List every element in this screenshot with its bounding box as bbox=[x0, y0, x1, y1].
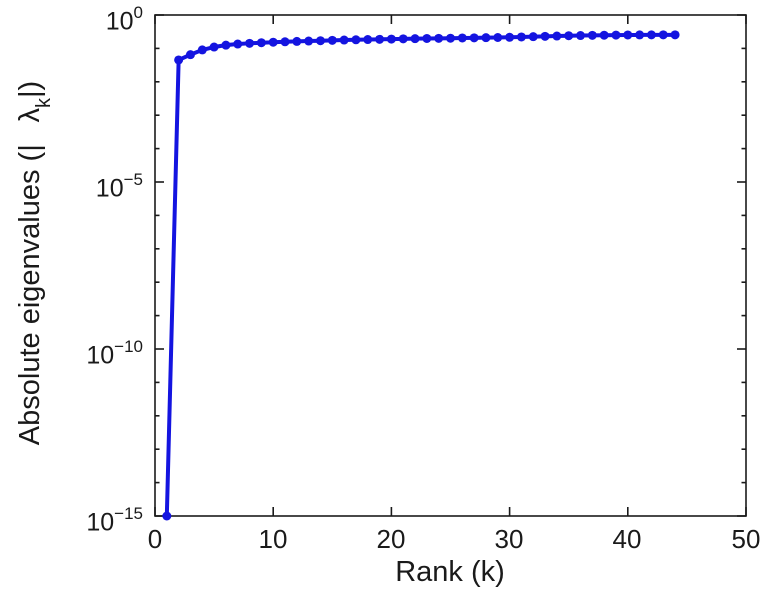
data-point bbox=[410, 34, 420, 44]
data-point bbox=[162, 511, 172, 521]
data-point bbox=[422, 33, 432, 43]
data-point bbox=[245, 38, 255, 48]
x-tick-label: 50 bbox=[731, 524, 761, 554]
data-point bbox=[386, 34, 396, 44]
data-point bbox=[658, 30, 668, 40]
data-point bbox=[363, 35, 373, 45]
plot-box bbox=[154, 14, 747, 517]
data-point bbox=[611, 30, 621, 40]
data-point bbox=[446, 33, 455, 43]
data-point bbox=[540, 31, 550, 41]
x-axis-title: Rank (k) bbox=[395, 556, 505, 588]
data-point bbox=[185, 50, 195, 60]
data-point bbox=[528, 32, 538, 42]
data-point bbox=[646, 30, 656, 40]
data-point bbox=[339, 35, 349, 45]
lambda-symbol: λ bbox=[14, 108, 46, 123]
data-point bbox=[375, 34, 385, 44]
x-tick-label: 10 bbox=[258, 524, 288, 554]
lambda-subscript: k bbox=[32, 98, 55, 108]
y-tick-exponent: −5 bbox=[123, 170, 143, 189]
data-point bbox=[304, 36, 314, 46]
data-point bbox=[493, 33, 503, 43]
data-point bbox=[221, 40, 231, 50]
data-point bbox=[351, 35, 361, 45]
data-point bbox=[292, 36, 302, 46]
y-tick-exponent: −15 bbox=[114, 504, 143, 523]
y-axis-title-suffix: |) bbox=[14, 80, 46, 98]
data-point bbox=[280, 37, 290, 47]
eigenvalue-line bbox=[164, 32, 678, 518]
y-tick-base: 10 bbox=[95, 174, 124, 203]
data-point bbox=[670, 30, 680, 40]
data-point bbox=[197, 45, 207, 55]
data-point bbox=[623, 30, 633, 40]
data-point bbox=[481, 33, 491, 43]
y-tick-label: 10−5 bbox=[96, 166, 143, 202]
data-point bbox=[599, 30, 609, 40]
y-tick-base: 10 bbox=[86, 341, 115, 370]
data-point bbox=[516, 32, 526, 42]
x-tick-label: 20 bbox=[376, 524, 406, 554]
data-point bbox=[564, 31, 574, 41]
x-tick-label: 0 bbox=[147, 524, 163, 554]
data-point bbox=[576, 31, 586, 41]
data-point bbox=[398, 34, 408, 44]
data-point bbox=[233, 39, 243, 49]
data-point bbox=[268, 37, 278, 47]
data-point bbox=[209, 42, 219, 52]
data-point bbox=[469, 33, 479, 43]
data-point bbox=[174, 55, 184, 65]
y-tick-label: 10−15 bbox=[86, 500, 143, 536]
y-tick-label: 10−10 bbox=[86, 333, 143, 369]
y-tick-base: 10 bbox=[105, 7, 134, 36]
y-tick-exponent: 0 bbox=[133, 3, 143, 22]
data-point bbox=[587, 30, 597, 40]
x-tick-label: 30 bbox=[494, 524, 524, 554]
data-point bbox=[327, 35, 337, 45]
data-point bbox=[256, 38, 266, 48]
data-point bbox=[552, 31, 562, 41]
data-point bbox=[434, 33, 444, 43]
y-tick-label: 100 bbox=[106, 0, 143, 35]
x-tick-label: 40 bbox=[612, 524, 642, 554]
data-point bbox=[635, 30, 645, 40]
y-tick-exponent: −10 bbox=[114, 337, 143, 356]
data-point bbox=[457, 33, 467, 43]
y-axis-title-prefix: Absolute eigenvalues (| bbox=[14, 144, 46, 446]
data-point bbox=[505, 32, 515, 42]
data-point bbox=[315, 36, 325, 46]
y-axis-title: Absolute eigenvalues (| λk|) bbox=[10, 0, 55, 563]
y-tick-base: 10 bbox=[86, 508, 115, 537]
